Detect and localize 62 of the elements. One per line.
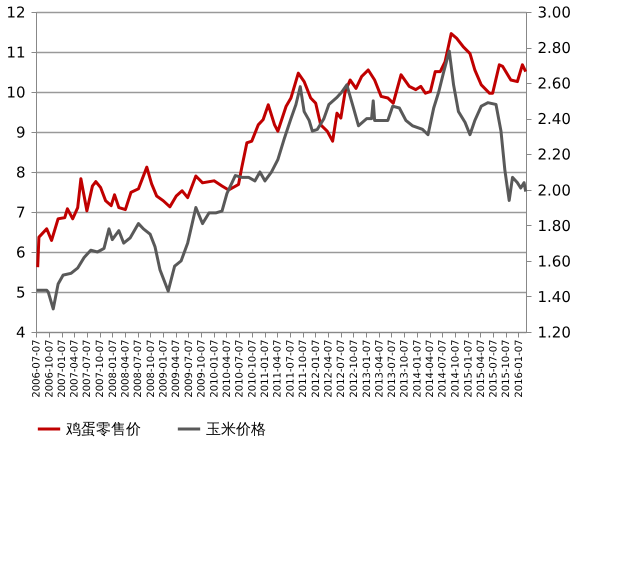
y2-tick-label: 2.20 bbox=[538, 146, 571, 164]
y-tick-label: 12 bbox=[6, 4, 26, 22]
x-tick-label: 2013-01-07 bbox=[362, 340, 373, 398]
x-tick-label: 2016-01-07 bbox=[514, 340, 525, 398]
x-tick-label: 2013-07-07 bbox=[386, 340, 398, 398]
y-tick-label: 11 bbox=[6, 44, 26, 62]
x-tick-label: 2006-10-07 bbox=[44, 340, 56, 398]
x-tick-label: 2009-04-07 bbox=[171, 340, 182, 398]
y-tick-label: 10 bbox=[6, 84, 26, 102]
y2-tick-label: 3.00 bbox=[538, 4, 571, 22]
x-tick-label: 2015-04-07 bbox=[476, 340, 487, 398]
line-series bbox=[35, 50, 528, 310]
y-tick-label: 5 bbox=[16, 284, 26, 302]
x-tick-label: 2015-01-07 bbox=[463, 340, 474, 398]
x-tick-label: 2012-10-07 bbox=[348, 340, 360, 398]
x-tick-label: 2007-07-07 bbox=[82, 340, 94, 398]
y2-tick-label: 1.80 bbox=[538, 216, 571, 235]
x-tick-label: 2014-01-07 bbox=[412, 340, 424, 398]
x-tick-label: 2013-04-07 bbox=[374, 340, 386, 398]
x-tick-label: 2010-04-07 bbox=[222, 340, 233, 398]
x-tick-label: 2014-04-07 bbox=[425, 340, 436, 398]
x-tick-label: 2014-10-07 bbox=[450, 340, 462, 398]
y-tick-label: 8 bbox=[16, 164, 26, 182]
x-tick-label: 2007-10-07 bbox=[95, 340, 106, 398]
y2-tick-label: 1.20 bbox=[538, 324, 571, 342]
x-tick-label: 2009-07-07 bbox=[184, 340, 195, 398]
x-tick-label: 2011-10-07 bbox=[298, 340, 310, 398]
x-tick-label: 2012-01-07 bbox=[310, 340, 322, 398]
y-tick-label: 4 bbox=[16, 324, 26, 342]
line-series bbox=[36, 32, 528, 269]
x-tick-label: 2013-10-07 bbox=[400, 340, 411, 398]
x-tick-label: 2010-01-07 bbox=[209, 340, 220, 398]
x-tick-label: 2008-07-07 bbox=[133, 340, 144, 398]
x-tick-label: 2015-07-07 bbox=[488, 340, 500, 398]
x-tick-label: 2012-07-07 bbox=[336, 340, 348, 398]
x-tick-label: 2011-04-07 bbox=[272, 340, 284, 398]
x-tick-label: 2014-07-07 bbox=[438, 340, 449, 398]
legend-label: 鸡蛋零售价 bbox=[65, 420, 141, 438]
x-tick-label: 2007-01-07 bbox=[57, 340, 68, 398]
x-tick-label: 2010-07-07 bbox=[234, 340, 246, 398]
x-tick-label: 2009-10-07 bbox=[196, 340, 208, 398]
x-tick-label: 2010-10-07 bbox=[247, 340, 258, 398]
y2-tick-label: 1.60 bbox=[538, 252, 571, 270]
x-tick-label: 2009-01-07 bbox=[158, 340, 170, 398]
y2-tick-label: 2.00 bbox=[538, 181, 571, 200]
y2-tick-label: 2.60 bbox=[538, 74, 571, 93]
x-tick-label: 2008-10-07 bbox=[146, 340, 157, 398]
x-tick-label: 2011-07-07 bbox=[285, 340, 296, 398]
y2-tick-label: 1.40 bbox=[538, 288, 571, 306]
x-tick-label: 2006-07-07 bbox=[32, 340, 42, 398]
x-tick-label: 2012-04-07 bbox=[324, 340, 335, 398]
y2-tick-label: 2.40 bbox=[538, 110, 571, 128]
x-tick-label: 2007-04-07 bbox=[70, 340, 81, 398]
x-tick-label: 2008-01-07 bbox=[108, 340, 119, 398]
legend-label: 玉米价格 bbox=[206, 420, 266, 438]
x-tick-label: 2011-01-07 bbox=[260, 340, 272, 398]
y-tick-label: 6 bbox=[16, 244, 26, 262]
x-tick-label: 2015-10-07 bbox=[501, 340, 512, 398]
y-tick-label: 7 bbox=[16, 204, 26, 222]
y2-tick-label: 2.80 bbox=[538, 39, 571, 58]
y-tick-label: 9 bbox=[16, 124, 26, 142]
x-tick-label: 2008-04-07 bbox=[120, 340, 132, 398]
